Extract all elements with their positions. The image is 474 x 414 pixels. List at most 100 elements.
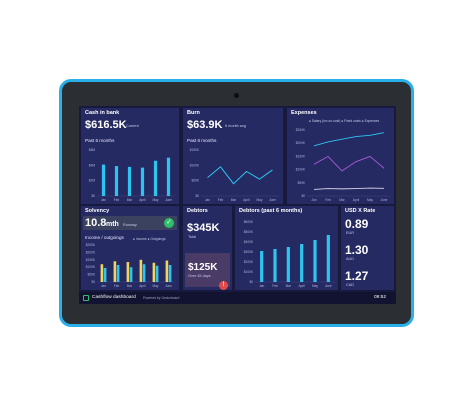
panel-title: Expenses xyxy=(291,110,317,116)
y-tick-label: $50K xyxy=(88,273,96,277)
panel-title: Burn xyxy=(187,110,200,116)
outgoings-bar xyxy=(168,264,172,282)
debtors-total-label: Total xyxy=(188,235,197,239)
y-tick-label: $100K xyxy=(86,265,96,269)
income-bar xyxy=(113,261,117,282)
x-tick-label: Mar xyxy=(286,284,292,288)
x-tick-label: June xyxy=(165,198,172,202)
y-tick-label: $2M xyxy=(89,179,96,183)
y-tick-label: $0 xyxy=(195,194,199,198)
y-tick-label: $200K xyxy=(296,141,306,145)
y-tick-label: $150K xyxy=(296,154,306,158)
y-tick-label: $50K xyxy=(298,181,306,185)
expenses-series-line-2 xyxy=(313,187,385,190)
y-tick-label: $100K xyxy=(190,163,200,167)
x-tick-label: June xyxy=(325,284,332,288)
cash-bar xyxy=(101,164,106,196)
expenses-line-chart: $0 $50K $100K $150K $200K $250K Jan Feb Mar April… xyxy=(296,128,391,202)
footer-bar: Cashflow dashboard Powered by Geckoboard… xyxy=(79,292,396,304)
fx-cad-code: CAD xyxy=(346,283,355,287)
debtors-bar xyxy=(300,244,304,282)
y-tick-label: $150K xyxy=(86,258,96,262)
cash-bar-chart: $0 $2M $4M $6M Jan Feb Mar April May June xyxy=(89,148,175,202)
x-tick-label: Feb xyxy=(218,198,224,202)
x-tick-label: Mar xyxy=(339,198,345,202)
income-bar xyxy=(126,262,130,282)
y-tick-label: $100K xyxy=(296,168,306,172)
y-tick-label: $0 xyxy=(91,194,95,198)
y-tick-label: $6M xyxy=(89,148,96,152)
alert-icon: ! xyxy=(219,281,228,290)
debtors-bar-chart: $0 $100K $200K $300K $400K $500K $600K Jan Feb Ma… xyxy=(244,220,335,288)
x-tick-label: Mar xyxy=(127,198,133,202)
x-tick-label: April xyxy=(353,198,360,202)
cash-subtitle: Past 6 months xyxy=(85,138,115,143)
x-tick-label: Feb xyxy=(114,284,120,288)
cash-bar xyxy=(153,160,158,196)
debtors-overdue-label: Over 45 days xyxy=(188,274,211,278)
income-bar xyxy=(152,262,156,282)
x-tick-label: May xyxy=(256,198,262,202)
dashboard-screen: Cash in bank $616.5K Current Past 6 mont… xyxy=(79,106,396,304)
x-tick-label: Feb xyxy=(114,198,120,202)
check-icon: ✓ xyxy=(164,218,174,228)
x-tick-label: May xyxy=(152,284,158,288)
dashboard-name: Cashflow dashboard xyxy=(92,295,136,300)
debtors-bar xyxy=(260,251,264,282)
x-tick-label: Jan xyxy=(205,198,210,202)
x-tick-label: Feb xyxy=(325,198,331,202)
fx-cad-value: 1.27 xyxy=(345,269,369,283)
x-tick-label: June xyxy=(165,284,172,288)
x-tick-label: Jan xyxy=(101,198,106,202)
x-tick-label: April xyxy=(298,284,305,288)
income-bar xyxy=(165,260,169,282)
debtors-panel[interactable]: Debtors $345K Total $125K Over 45 days ! xyxy=(183,206,232,290)
debtors-total-value: $345K xyxy=(187,222,220,234)
fx-panel[interactable]: USD X Rate 0.89 EUR 1.30 AUD 1.27 CAD xyxy=(341,206,394,290)
y-tick-label: $0 xyxy=(301,194,305,198)
runway-unit: mth xyxy=(106,221,119,228)
y-tick-label: $4M xyxy=(89,163,96,167)
y-tick-label: $250K xyxy=(296,128,306,132)
cash-note: Current xyxy=(126,124,139,128)
panel-title: USD X Rate xyxy=(345,208,376,214)
panel-title: Cash in bank xyxy=(85,110,120,116)
cash-bar xyxy=(166,157,171,196)
cash-bar xyxy=(127,166,132,196)
runway-note: Runway xyxy=(123,223,137,227)
runway-banner xyxy=(83,216,177,230)
burn-panel[interactable]: Burn $63.9K 6 month avg Past 6 months $0… xyxy=(183,108,283,204)
expenses-panel[interactable]: Expenses ● Salary (inc on-cost) ● Fixed … xyxy=(287,108,394,204)
powered-by: Powered by Geckoboard xyxy=(143,296,180,300)
y-tick-label: $200K xyxy=(86,250,96,254)
runway-value: 10.8 xyxy=(85,217,107,229)
x-tick-label: April xyxy=(139,284,146,288)
fx-eur-code: EUR xyxy=(346,231,355,235)
outgoings-bar xyxy=(116,264,120,282)
debtors-bar xyxy=(273,249,277,282)
x-tick-label: Mar xyxy=(231,198,237,202)
solvency-panel[interactable]: Solvency 10.8 mth Runway ✓ Income / outg… xyxy=(81,206,179,290)
outgoings-bar xyxy=(155,265,159,282)
x-tick-label: May xyxy=(312,284,318,288)
cash-panel[interactable]: Cash in bank $616.5K Current Past 6 mont… xyxy=(81,108,179,204)
x-tick-label: Jan xyxy=(259,284,264,288)
debtors-bar xyxy=(326,235,330,282)
y-tick-label: $250K xyxy=(86,243,96,247)
y-tick-label: $500K xyxy=(244,230,254,234)
x-tick-label: Mar xyxy=(127,284,133,288)
debtors-bar xyxy=(313,240,317,282)
cash-bar xyxy=(140,167,145,196)
burn-value: $63.9K xyxy=(187,119,223,131)
y-tick-label: $200K xyxy=(244,260,254,264)
expenses-series-line-1 xyxy=(313,155,385,172)
debtors-past-panel[interactable]: Debtors (past 6 months) $0 $100K $200K $300… xyxy=(235,206,338,290)
burn-line-chart: $0 $50K $100K $150K Jan Feb Mar April May June xyxy=(190,148,279,202)
debtors-bar xyxy=(286,247,290,282)
y-tick-label: $150K xyxy=(190,148,200,152)
outgoings-bar xyxy=(142,264,146,282)
cash-bar xyxy=(114,166,119,196)
y-tick-label: $400K xyxy=(244,240,254,244)
x-tick-label: May xyxy=(367,198,373,202)
solvency-legend: ● Income ● Outgoings xyxy=(133,237,166,241)
